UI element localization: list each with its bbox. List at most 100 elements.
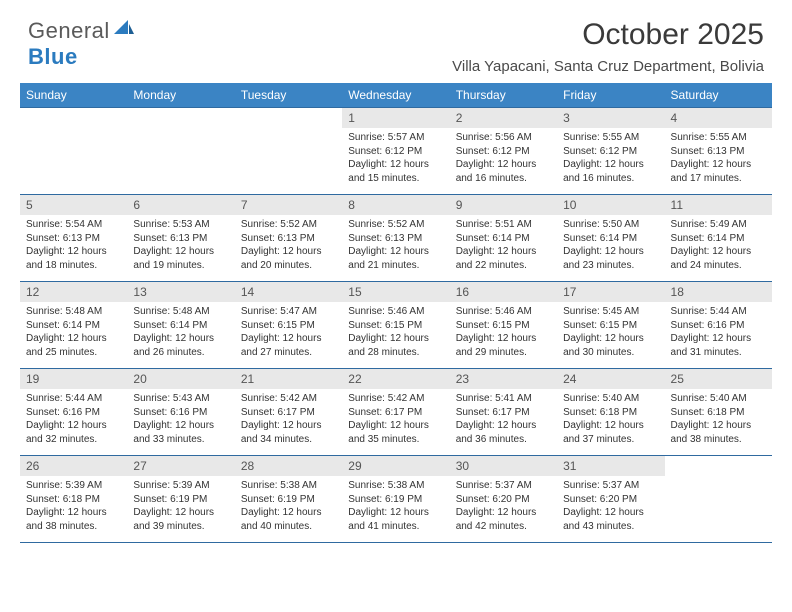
weekday-header-cell: Tuesday: [235, 83, 342, 107]
calendar-cell: 11Sunrise: 5:49 AMSunset: 6:14 PMDayligh…: [665, 195, 772, 281]
day-details: Sunrise: 5:48 AMSunset: 6:14 PMDaylight:…: [127, 302, 234, 363]
logo-word2-wrap: Blue: [28, 44, 78, 70]
day-details: Sunrise: 5:46 AMSunset: 6:15 PMDaylight:…: [342, 302, 449, 363]
calendar-cell: 28Sunrise: 5:38 AMSunset: 6:19 PMDayligh…: [235, 456, 342, 542]
day-number: 10: [557, 195, 664, 215]
day-details: Sunrise: 5:53 AMSunset: 6:13 PMDaylight:…: [127, 215, 234, 276]
calendar-cell: 9Sunrise: 5:51 AMSunset: 6:14 PMDaylight…: [450, 195, 557, 281]
calendar-cell: 13Sunrise: 5:48 AMSunset: 6:14 PMDayligh…: [127, 282, 234, 368]
day-details: Sunrise: 5:55 AMSunset: 6:13 PMDaylight:…: [665, 128, 772, 189]
month-title: October 2025: [452, 18, 764, 52]
calendar-cell: 18Sunrise: 5:44 AMSunset: 6:16 PMDayligh…: [665, 282, 772, 368]
calendar-cell: 7Sunrise: 5:52 AMSunset: 6:13 PMDaylight…: [235, 195, 342, 281]
day-number: 5: [20, 195, 127, 215]
day-details: Sunrise: 5:48 AMSunset: 6:14 PMDaylight:…: [20, 302, 127, 363]
weekday-header-cell: Wednesday: [342, 83, 449, 107]
day-number: 16: [450, 282, 557, 302]
calendar-cell: 6Sunrise: 5:53 AMSunset: 6:13 PMDaylight…: [127, 195, 234, 281]
calendar-cell: 2Sunrise: 5:56 AMSunset: 6:12 PMDaylight…: [450, 108, 557, 194]
day-details: Sunrise: 5:39 AMSunset: 6:18 PMDaylight:…: [20, 476, 127, 537]
title-block: October 2025 Villa Yapacani, Santa Cruz …: [452, 18, 764, 83]
calendar-cell: 27Sunrise: 5:39 AMSunset: 6:19 PMDayligh…: [127, 456, 234, 542]
calendar-cell: 5Sunrise: 5:54 AMSunset: 6:13 PMDaylight…: [20, 195, 127, 281]
day-details: Sunrise: 5:38 AMSunset: 6:19 PMDaylight:…: [342, 476, 449, 537]
calendar: SundayMondayTuesdayWednesdayThursdayFrid…: [20, 83, 772, 543]
logo-word2: Blue: [28, 44, 78, 69]
day-number: 28: [235, 456, 342, 476]
calendar-week: 12Sunrise: 5:48 AMSunset: 6:14 PMDayligh…: [20, 281, 772, 368]
day-details: Sunrise: 5:54 AMSunset: 6:13 PMDaylight:…: [20, 215, 127, 276]
day-number: 27: [127, 456, 234, 476]
logo-sail-icon: [114, 20, 134, 41]
calendar-cell: 25Sunrise: 5:40 AMSunset: 6:18 PMDayligh…: [665, 369, 772, 455]
calendar-week: 19Sunrise: 5:44 AMSunset: 6:16 PMDayligh…: [20, 368, 772, 455]
calendar-cell: 15Sunrise: 5:46 AMSunset: 6:15 PMDayligh…: [342, 282, 449, 368]
day-number: 1: [342, 108, 449, 128]
day-details: Sunrise: 5:43 AMSunset: 6:16 PMDaylight:…: [127, 389, 234, 450]
day-details: Sunrise: 5:44 AMSunset: 6:16 PMDaylight:…: [665, 302, 772, 363]
day-number: 30: [450, 456, 557, 476]
calendar-cell: 4Sunrise: 5:55 AMSunset: 6:13 PMDaylight…: [665, 108, 772, 194]
day-number: 7: [235, 195, 342, 215]
day-number: 19: [20, 369, 127, 389]
calendar-cell: 1Sunrise: 5:57 AMSunset: 6:12 PMDaylight…: [342, 108, 449, 194]
day-number: [20, 108, 127, 114]
calendar-cell: 19Sunrise: 5:44 AMSunset: 6:16 PMDayligh…: [20, 369, 127, 455]
day-number: [235, 108, 342, 114]
day-details: Sunrise: 5:38 AMSunset: 6:19 PMDaylight:…: [235, 476, 342, 537]
day-number: 26: [20, 456, 127, 476]
calendar-cell: 20Sunrise: 5:43 AMSunset: 6:16 PMDayligh…: [127, 369, 234, 455]
day-number: 11: [665, 195, 772, 215]
header: General October 2025 Villa Yapacani, San…: [0, 0, 792, 83]
weekday-header: SundayMondayTuesdayWednesdayThursdayFrid…: [20, 83, 772, 107]
weekday-header-cell: Sunday: [20, 83, 127, 107]
calendar-cell: [20, 108, 127, 194]
weekday-header-cell: Thursday: [450, 83, 557, 107]
day-details: Sunrise: 5:56 AMSunset: 6:12 PMDaylight:…: [450, 128, 557, 189]
day-number: 8: [342, 195, 449, 215]
calendar-week: 1Sunrise: 5:57 AMSunset: 6:12 PMDaylight…: [20, 107, 772, 194]
day-details: Sunrise: 5:47 AMSunset: 6:15 PMDaylight:…: [235, 302, 342, 363]
calendar-cell: [127, 108, 234, 194]
day-details: Sunrise: 5:41 AMSunset: 6:17 PMDaylight:…: [450, 389, 557, 450]
calendar-cell: 22Sunrise: 5:42 AMSunset: 6:17 PMDayligh…: [342, 369, 449, 455]
calendar-cell: 23Sunrise: 5:41 AMSunset: 6:17 PMDayligh…: [450, 369, 557, 455]
day-details: Sunrise: 5:50 AMSunset: 6:14 PMDaylight:…: [557, 215, 664, 276]
day-number: [127, 108, 234, 114]
day-details: Sunrise: 5:40 AMSunset: 6:18 PMDaylight:…: [665, 389, 772, 450]
day-number: 22: [342, 369, 449, 389]
day-number: 15: [342, 282, 449, 302]
day-details: Sunrise: 5:44 AMSunset: 6:16 PMDaylight:…: [20, 389, 127, 450]
day-number: 9: [450, 195, 557, 215]
day-number: 29: [342, 456, 449, 476]
day-number: 17: [557, 282, 664, 302]
day-number: 23: [450, 369, 557, 389]
day-details: Sunrise: 5:46 AMSunset: 6:15 PMDaylight:…: [450, 302, 557, 363]
calendar-cell: 29Sunrise: 5:38 AMSunset: 6:19 PMDayligh…: [342, 456, 449, 542]
day-details: Sunrise: 5:39 AMSunset: 6:19 PMDaylight:…: [127, 476, 234, 537]
day-number: 18: [665, 282, 772, 302]
logo: General: [28, 18, 136, 44]
day-number: 20: [127, 369, 234, 389]
calendar-cell: 10Sunrise: 5:50 AMSunset: 6:14 PMDayligh…: [557, 195, 664, 281]
day-number: 13: [127, 282, 234, 302]
calendar-cell: 14Sunrise: 5:47 AMSunset: 6:15 PMDayligh…: [235, 282, 342, 368]
calendar-cell: [665, 456, 772, 542]
day-details: Sunrise: 5:55 AMSunset: 6:12 PMDaylight:…: [557, 128, 664, 189]
calendar-cell: 17Sunrise: 5:45 AMSunset: 6:15 PMDayligh…: [557, 282, 664, 368]
day-number: 24: [557, 369, 664, 389]
day-details: Sunrise: 5:49 AMSunset: 6:14 PMDaylight:…: [665, 215, 772, 276]
weekday-header-cell: Saturday: [665, 83, 772, 107]
day-details: Sunrise: 5:57 AMSunset: 6:12 PMDaylight:…: [342, 128, 449, 189]
day-details: Sunrise: 5:37 AMSunset: 6:20 PMDaylight:…: [450, 476, 557, 537]
calendar-cell: 12Sunrise: 5:48 AMSunset: 6:14 PMDayligh…: [20, 282, 127, 368]
calendar-cell: 30Sunrise: 5:37 AMSunset: 6:20 PMDayligh…: [450, 456, 557, 542]
calendar-cell: 26Sunrise: 5:39 AMSunset: 6:18 PMDayligh…: [20, 456, 127, 542]
day-details: Sunrise: 5:42 AMSunset: 6:17 PMDaylight:…: [235, 389, 342, 450]
day-number: 3: [557, 108, 664, 128]
calendar-cell: [235, 108, 342, 194]
calendar-week: 26Sunrise: 5:39 AMSunset: 6:18 PMDayligh…: [20, 455, 772, 543]
calendar-cell: 24Sunrise: 5:40 AMSunset: 6:18 PMDayligh…: [557, 369, 664, 455]
day-details: Sunrise: 5:52 AMSunset: 6:13 PMDaylight:…: [342, 215, 449, 276]
calendar-cell: 16Sunrise: 5:46 AMSunset: 6:15 PMDayligh…: [450, 282, 557, 368]
